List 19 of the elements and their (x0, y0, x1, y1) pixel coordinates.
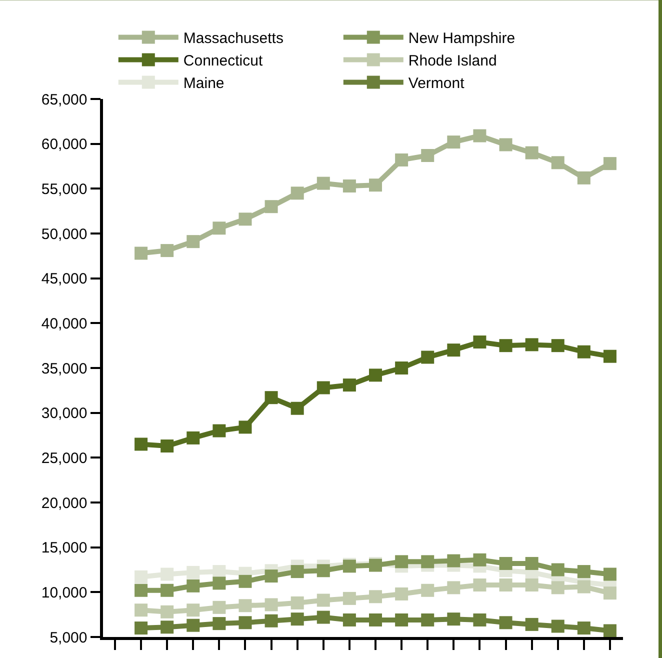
legend-label: Rhode Island (408, 52, 497, 70)
y-tick-label: 25,000 (41, 450, 88, 467)
y-tick-label: 50,000 (41, 226, 88, 243)
legend-label: Massachusetts (183, 30, 284, 48)
y-tick-label: 15,000 (41, 540, 88, 557)
y-tick-label: 30,000 (41, 405, 88, 422)
y-tick-label: 20,000 (41, 494, 88, 512)
y-tick-label: 60,000 (41, 136, 88, 154)
legend-label: Maine (183, 75, 224, 92)
y-tick-label: 35,000 (41, 360, 88, 378)
y-tick-label: 45,000 (41, 270, 88, 288)
y-tick-label: 5,000 (50, 629, 88, 646)
y-tick-label: 65,000 (41, 91, 88, 108)
legend-label: Vermont (408, 75, 466, 92)
y-tick-label: 40,000 (41, 315, 88, 332)
y-tick-label: 55,000 (41, 180, 88, 198)
legend-label: New Hampshire (408, 30, 516, 48)
y-tick-label: 10,000 (41, 584, 88, 602)
legend-label: Connecticut (183, 52, 264, 70)
